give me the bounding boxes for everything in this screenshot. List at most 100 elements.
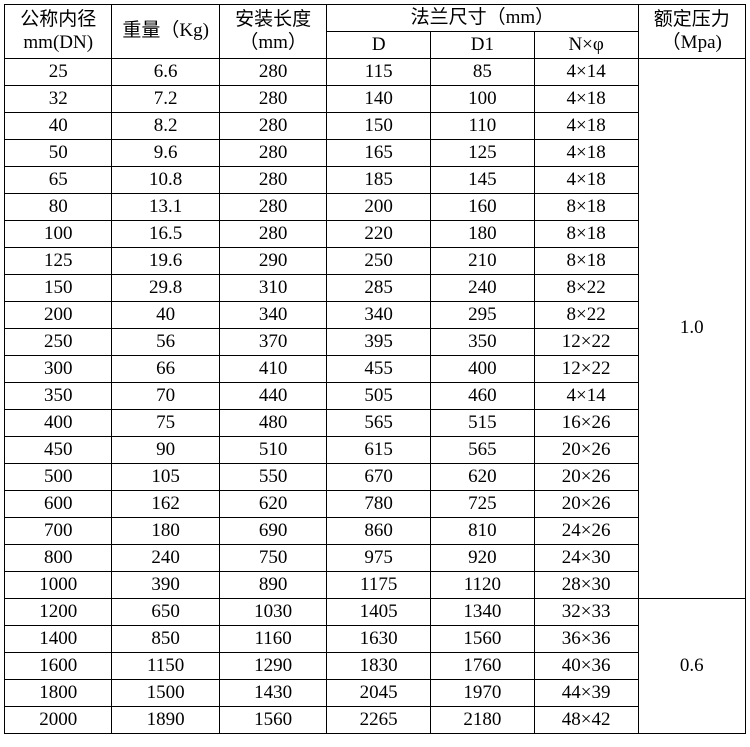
cell-dn: 125 (5, 248, 112, 275)
table-row: 140085011601630156036×36 (5, 626, 746, 653)
cell-dn: 600 (5, 491, 112, 518)
cell-d: 395 (327, 329, 431, 356)
cell-dn: 50 (5, 140, 112, 167)
cell-length: 280 (219, 194, 326, 221)
cell-dn: 700 (5, 518, 112, 545)
cell-weight: 650 (112, 599, 219, 626)
table-row: 1800150014302045197044×39 (5, 680, 746, 707)
cell-weight: 7.2 (112, 86, 219, 113)
cell-nphi: 28×30 (534, 572, 638, 599)
cell-weight: 70 (112, 383, 219, 410)
header-length: 安装长度 （mm） (219, 5, 326, 59)
cell-d1: 565 (431, 437, 535, 464)
cell-length: 1290 (219, 653, 326, 680)
cell-pressure: 1.0 (638, 59, 745, 599)
cell-nphi: 4×14 (534, 59, 638, 86)
cell-d1: 1120 (431, 572, 535, 599)
cell-d1: 400 (431, 356, 535, 383)
cell-d1: 125 (431, 140, 535, 167)
table-row: 8013.12802001608×18 (5, 194, 746, 221)
cell-d1: 460 (431, 383, 535, 410)
cell-dn: 40 (5, 113, 112, 140)
table-row: 10003908901175112028×30 (5, 572, 746, 599)
cell-nphi: 4×18 (534, 86, 638, 113)
cell-d1: 350 (431, 329, 535, 356)
cell-nphi: 24×26 (534, 518, 638, 545)
table-row: 80024075097592024×30 (5, 545, 746, 572)
cell-weight: 850 (112, 626, 219, 653)
cell-d: 975 (327, 545, 431, 572)
cell-length: 1160 (219, 626, 326, 653)
table-row: 60016262078072520×26 (5, 491, 746, 518)
cell-weight: 162 (112, 491, 219, 518)
cell-dn: 200 (5, 302, 112, 329)
cell-length: 750 (219, 545, 326, 572)
cell-weight: 56 (112, 329, 219, 356)
cell-d1: 100 (431, 86, 535, 113)
cell-dn: 80 (5, 194, 112, 221)
table-row: 12519.62902502108×18 (5, 248, 746, 275)
header-flange-d: D (327, 32, 431, 59)
cell-d: 250 (327, 248, 431, 275)
cell-nphi: 4×18 (534, 140, 638, 167)
table-row: 2505637039535012×22 (5, 329, 746, 356)
table-row: 70018069086081024×26 (5, 518, 746, 545)
cell-dn: 450 (5, 437, 112, 464)
cell-dn: 1600 (5, 653, 112, 680)
header-dn-line2: mm(DN) (23, 32, 93, 53)
table-header: 公称内径 mm(DN) 重量（Kg) 安装长度 （mm） 法兰尺寸（mm） 额定… (5, 5, 746, 59)
cell-nphi: 4×18 (534, 113, 638, 140)
cell-length: 480 (219, 410, 326, 437)
header-dn: 公称内径 mm(DN) (5, 5, 112, 59)
header-pressure-line1: 额定压力 (654, 9, 730, 30)
cell-d1: 620 (431, 464, 535, 491)
cell-length: 1430 (219, 680, 326, 707)
cell-nphi: 24×30 (534, 545, 638, 572)
cell-d: 2265 (327, 707, 431, 734)
cell-nphi: 8×18 (534, 194, 638, 221)
cell-d: 220 (327, 221, 431, 248)
cell-dn: 1200 (5, 599, 112, 626)
cell-weight: 40 (112, 302, 219, 329)
cell-nphi: 20×26 (534, 491, 638, 518)
cell-length: 280 (219, 167, 326, 194)
cell-weight: 105 (112, 464, 219, 491)
cell-dn: 150 (5, 275, 112, 302)
cell-length: 310 (219, 275, 326, 302)
cell-d: 860 (327, 518, 431, 545)
cell-weight: 180 (112, 518, 219, 545)
cell-dn: 100 (5, 221, 112, 248)
cell-length: 370 (219, 329, 326, 356)
cell-d1: 85 (431, 59, 535, 86)
cell-length: 890 (219, 572, 326, 599)
cell-weight: 66 (112, 356, 219, 383)
cell-length: 280 (219, 113, 326, 140)
cell-nphi: 40×36 (534, 653, 638, 680)
table-row: 350704405054604×14 (5, 383, 746, 410)
cell-length: 280 (219, 59, 326, 86)
cell-length: 280 (219, 221, 326, 248)
cell-nphi: 16×26 (534, 410, 638, 437)
header-weight: 重量（Kg) (112, 5, 219, 59)
cell-nphi: 36×36 (534, 626, 638, 653)
header-length-line1: 安装长度 (235, 9, 311, 30)
cell-weight: 8.2 (112, 113, 219, 140)
cell-dn: 350 (5, 383, 112, 410)
cell-d1: 145 (431, 167, 535, 194)
cell-length: 280 (219, 140, 326, 167)
table-row: 4509051061556520×26 (5, 437, 746, 464)
cell-d: 1830 (327, 653, 431, 680)
cell-d1: 295 (431, 302, 535, 329)
cell-d: 150 (327, 113, 431, 140)
cell-nphi: 20×26 (534, 437, 638, 464)
cell-dn: 400 (5, 410, 112, 437)
cell-d: 1630 (327, 626, 431, 653)
cell-d: 140 (327, 86, 431, 113)
table-row: 50010555067062020×26 (5, 464, 746, 491)
table-body: 256.6280115854×141.0327.22801401004×1840… (5, 59, 746, 734)
cell-nphi: 20×26 (534, 464, 638, 491)
header-pressure-line2: （Mpa) (662, 32, 722, 53)
cell-dn: 65 (5, 167, 112, 194)
cell-d1: 920 (431, 545, 535, 572)
cell-d1: 180 (431, 221, 535, 248)
